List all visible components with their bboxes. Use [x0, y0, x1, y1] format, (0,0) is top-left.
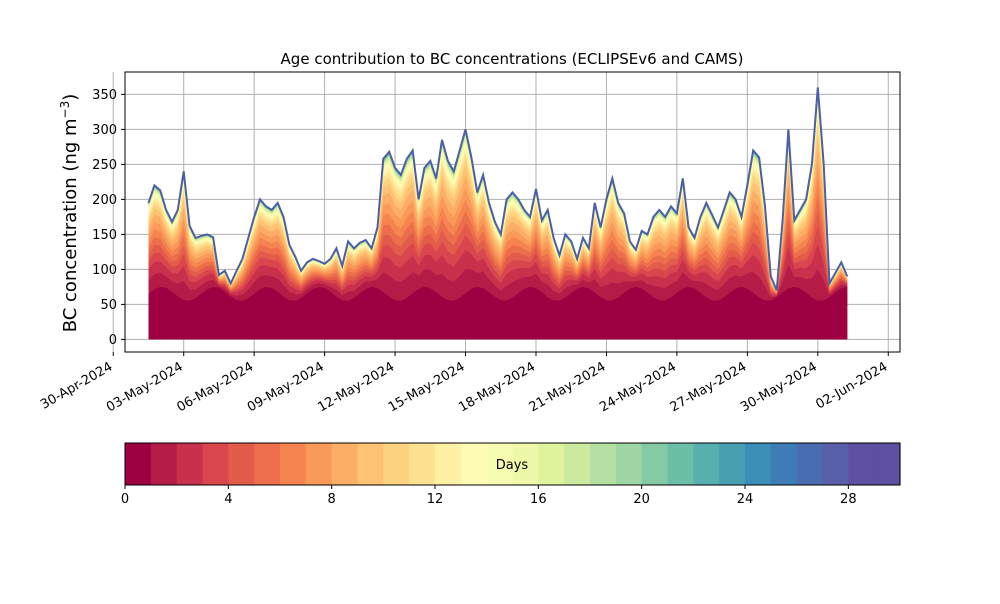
y-axis-label: BC concentration (ng m−3)	[58, 94, 81, 333]
colorbar-bin	[615, 443, 643, 485]
colorbar-bin	[564, 443, 591, 485]
y-tick-label: 100	[92, 263, 117, 278]
colorbar-tick-label: 8	[328, 492, 336, 507]
y-axis-label-sup: −3	[58, 101, 72, 119]
colorbar-bin	[254, 443, 281, 485]
x-tick-label: 30-Apr-2024	[38, 359, 115, 412]
colorbar-bin	[874, 443, 901, 485]
x-tick-label: 06-May-2024	[174, 359, 256, 415]
x-tick-label: 24-May-2024	[597, 359, 679, 415]
colorbar-bin	[202, 443, 229, 485]
colorbar-bin	[667, 443, 694, 485]
x-tick-label: 12-May-2024	[315, 359, 397, 415]
colorbar-bin	[745, 443, 772, 485]
x-tick-label: 27-May-2024	[668, 359, 750, 415]
plot-frame	[124, 71, 901, 353]
x-tick-label: 03-May-2024	[104, 359, 186, 415]
colorbar-bin	[796, 443, 824, 485]
colorbar-bin	[357, 443, 384, 485]
colorbar-bin	[150, 443, 178, 485]
x-tick-label: 21-May-2024	[527, 359, 609, 415]
y-axis-label-main: BC concentration (ng m	[60, 118, 81, 332]
colorbar-bin	[176, 443, 204, 485]
colorbar-bin	[486, 443, 514, 485]
colorbar-bin	[590, 443, 617, 485]
colorbar-bin	[460, 443, 488, 485]
x-tick-label: 02-Jun-2024	[813, 359, 890, 412]
y-tick-label: 250	[92, 158, 117, 173]
y-tick-label: 50	[100, 298, 117, 313]
colorbar-bin	[641, 443, 669, 485]
colorbar-bin	[512, 443, 539, 485]
colorbar-tick-label: 16	[530, 492, 547, 507]
age-band-area	[148, 286, 848, 340]
total-concentration-line	[147, 87, 849, 291]
colorbar-label: Days	[496, 458, 529, 473]
x-axis-ticks: 30-Apr-202403-May-202406-May-202409-May-…	[38, 352, 890, 415]
colorbar-bin	[693, 443, 720, 485]
age-contribution-areas	[148, 87, 848, 340]
colorbar-bin	[822, 443, 849, 485]
colorbar-bin	[305, 443, 333, 485]
x-tick-label: 18-May-2024	[456, 359, 538, 415]
colorbar-tick-label: 0	[121, 492, 129, 507]
x-tick-label: 09-May-2024	[245, 359, 327, 415]
colorbar-bin	[331, 443, 359, 485]
y-tick-label: 300	[92, 123, 117, 138]
chart-title: Age contribution to BC concentrations (E…	[281, 50, 744, 68]
colorbar-bin	[848, 443, 875, 485]
y-tick-label: 350	[92, 88, 117, 103]
colorbar-ticks: 0 4 8 12 16 20 24 28	[121, 485, 857, 507]
colorbar-bin	[435, 443, 462, 485]
colorbar-tick-label: 24	[737, 492, 754, 507]
colorbar-tick-label: 4	[224, 492, 232, 507]
colorbar-frame	[124, 442, 901, 486]
y-tick-label: 150	[92, 228, 117, 243]
colorbar-bin	[770, 443, 798, 485]
colorbar	[125, 443, 901, 485]
y-axis-label-close: )	[60, 94, 81, 101]
colorbar-bin	[538, 443, 565, 485]
y-axis-ticks: 0 50 100 150 200 250 300 350	[92, 88, 125, 348]
colorbar-tick-label: 28	[840, 492, 857, 507]
colorbar-bin	[383, 443, 410, 485]
x-tick-label: 15-May-2024	[386, 359, 468, 415]
colorbar-bin	[228, 443, 255, 485]
x-tick-label: 30-May-2024	[738, 359, 820, 415]
y-tick-label: 0	[109, 333, 117, 348]
colorbar-bin	[719, 443, 746, 485]
colorbar-bin	[280, 443, 307, 485]
colorbar-bin	[409, 443, 436, 485]
y-tick-label: 200	[92, 193, 117, 208]
colorbar-bin	[125, 443, 152, 485]
colorbar-tick-label: 12	[427, 492, 444, 507]
colorbar-tick-label: 20	[633, 492, 650, 507]
